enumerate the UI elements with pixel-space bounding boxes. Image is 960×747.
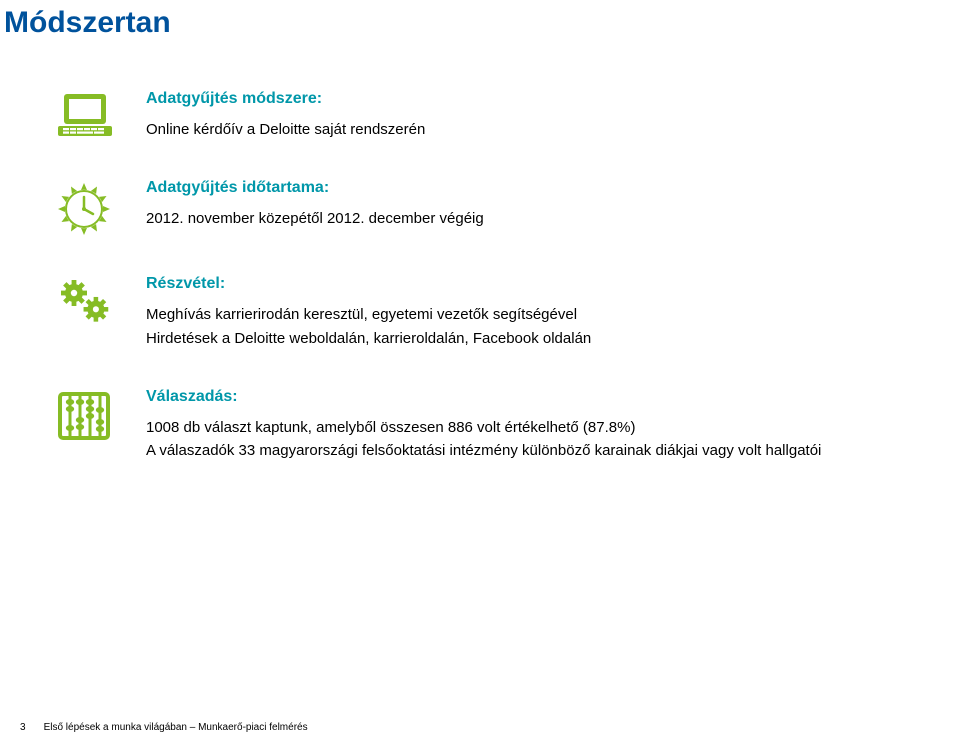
icon-col	[56, 90, 146, 140]
section-body: Online kérdőív a Deloitte saját rendszer…	[146, 118, 960, 141]
footer: 3 Első lépések a munka világában – Munkae…	[20, 722, 308, 733]
text-col: Adatgyűjtés módszere: Online kérdőív a D…	[146, 90, 960, 141]
section-heading: Válaszadás:	[146, 388, 960, 406]
page: Módszertan	[0, 0, 960, 747]
icon-col	[56, 388, 146, 442]
section-duration: Adatgyűjtés időtartama: 2012. november k…	[56, 179, 960, 237]
section-body: Meghívás karrierirodán keresztül, egyete…	[146, 303, 960, 350]
abacus-icon	[56, 390, 112, 442]
section-responses: Válaszadás: 1008 db választ kaptunk, ame…	[56, 388, 960, 463]
footer-page-number: 3	[20, 722, 26, 733]
icon-col	[56, 179, 146, 237]
text-col: Adatgyűjtés időtartama: 2012. november k…	[146, 179, 960, 230]
sections-container: Adatgyűjtés módszere: Online kérdőív a D…	[0, 40, 960, 462]
footer-text: Első lépések a munka világában – Munkaer…	[44, 722, 308, 733]
section-body: 2012. november közepétől 2012. december …	[146, 207, 960, 230]
text-col: Válaszadás: 1008 db választ kaptunk, ame…	[146, 388, 960, 463]
laptop-icon	[56, 92, 114, 140]
section-body: 1008 db választ kaptunk, amelyből összes…	[146, 416, 960, 463]
section-participation: Részvétel: Meghívás karrierirodán keresz…	[56, 275, 960, 350]
clock-icon	[56, 181, 112, 237]
gears-icon	[56, 277, 116, 333]
section-heading: Részvétel:	[146, 275, 960, 293]
section-heading: Adatgyűjtés módszere:	[146, 90, 960, 108]
text-col: Részvétel: Meghívás karrierirodán keresz…	[146, 275, 960, 350]
section-heading: Adatgyűjtés időtartama:	[146, 179, 960, 197]
icon-col	[56, 275, 146, 333]
page-title: Módszertan	[0, 6, 960, 40]
section-method: Adatgyűjtés módszere: Online kérdőív a D…	[56, 90, 960, 141]
